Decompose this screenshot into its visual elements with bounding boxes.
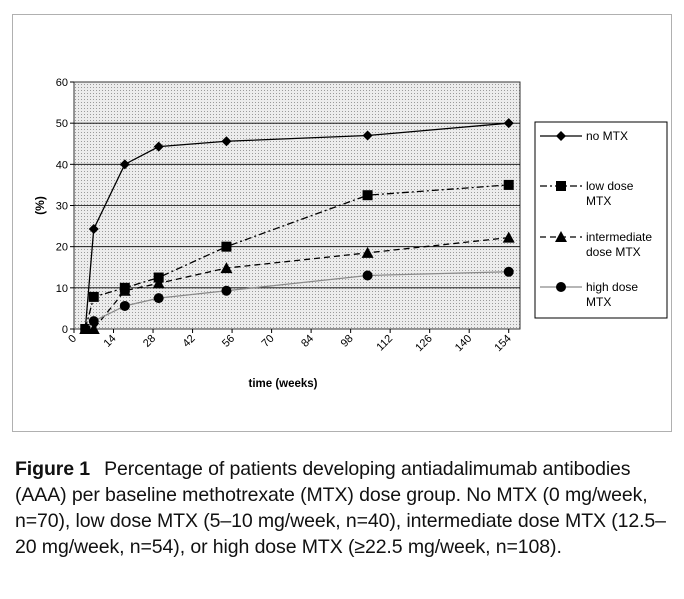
data-point <box>503 118 514 129</box>
x-tick-label: 112 <box>374 333 395 354</box>
data-point <box>88 223 99 234</box>
y-tick-label: 0 <box>62 324 68 336</box>
data-point <box>87 323 100 334</box>
data-point <box>118 284 131 296</box>
y-tick-label: 20 <box>56 242 68 254</box>
x-tick-label: 70 <box>260 333 277 350</box>
data-point <box>220 262 233 274</box>
data-point <box>362 190 373 201</box>
x-tick-label: 126 <box>413 333 434 354</box>
y-tick-label: 40 <box>56 159 68 171</box>
data-point <box>80 324 91 334</box>
y-tick-label: 30 <box>56 201 68 213</box>
caption-text: Percentage of patients developing antiad… <box>15 458 666 558</box>
data-point <box>119 300 130 311</box>
legend-marker <box>556 181 566 191</box>
x-tick-label: 140 <box>453 333 474 354</box>
y-axis-label: (%) <box>33 196 47 215</box>
figure-label: Figure 1 <box>15 458 91 480</box>
data-point <box>221 241 232 252</box>
data-point <box>153 141 164 152</box>
data-point <box>503 266 514 277</box>
x-tick-label: 56 <box>220 333 237 350</box>
data-point <box>361 246 374 258</box>
chart: 0 10 20 30 40 50 60 0 14 28 42 56 70 84 98 112 126 140 154… <box>33 77 668 390</box>
legend-label: no MTX <box>586 129 628 143</box>
data-point <box>221 136 232 147</box>
x-tick-label: 98 <box>339 333 356 350</box>
x-tick-label: 0 <box>66 333 79 346</box>
data-point <box>221 285 232 296</box>
data-point <box>119 159 130 170</box>
data-point <box>502 231 515 243</box>
x-tick-label: 42 <box>181 333 198 350</box>
figure-frame <box>12 14 672 432</box>
y-tick-label: 10 <box>56 283 68 295</box>
figure-caption: Figure 1 Percentage of patients developin… <box>15 456 680 560</box>
legend-label: low dose MTX <box>586 179 634 208</box>
legend-label: intermediate dose MTX <box>586 230 652 259</box>
legend-marker <box>556 282 566 292</box>
legend-marker <box>556 131 566 141</box>
data-point <box>88 316 99 327</box>
data-point <box>88 291 99 302</box>
y-tick-label: 60 <box>56 77 68 89</box>
x-axis-label: time (weeks) <box>248 378 317 390</box>
x-tick-label: 154 <box>492 333 513 354</box>
x-tick-label: 28 <box>141 333 158 350</box>
data-point <box>153 293 164 304</box>
legend-label: high dose MTX <box>586 280 638 309</box>
legend-marker <box>555 231 567 242</box>
data-point <box>503 179 514 190</box>
y-tick-label: 50 <box>56 118 68 130</box>
x-tick-label: 14 <box>101 333 118 350</box>
data-point <box>152 277 165 289</box>
x-tick-label: 84 <box>299 333 316 350</box>
data-point <box>362 270 373 281</box>
data-point <box>362 130 373 141</box>
